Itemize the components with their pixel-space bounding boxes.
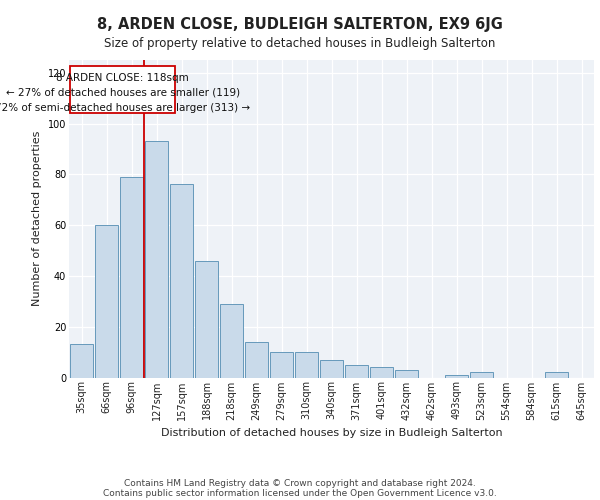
Y-axis label: Number of detached properties: Number of detached properties <box>32 131 42 306</box>
FancyBboxPatch shape <box>70 66 175 114</box>
Bar <box>470 372 493 378</box>
Bar <box>320 360 343 378</box>
Bar <box>345 365 368 378</box>
Bar <box>545 372 568 378</box>
Bar <box>270 352 293 378</box>
Text: 8, ARDEN CLOSE, BUDLEIGH SALTERTON, EX9 6JG: 8, ARDEN CLOSE, BUDLEIGH SALTERTON, EX9 … <box>97 18 503 32</box>
Bar <box>170 184 193 378</box>
Bar <box>70 344 93 378</box>
Text: Contains public sector information licensed under the Open Government Licence v3: Contains public sector information licen… <box>103 488 497 498</box>
Text: Contains HM Land Registry data © Crown copyright and database right 2024.: Contains HM Land Registry data © Crown c… <box>124 478 476 488</box>
Bar <box>120 177 143 378</box>
Text: ← 27% of detached houses are smaller (119): ← 27% of detached houses are smaller (11… <box>5 88 240 98</box>
Bar <box>145 142 168 378</box>
Bar <box>195 260 218 378</box>
Bar <box>245 342 268 378</box>
X-axis label: Distribution of detached houses by size in Budleigh Salterton: Distribution of detached houses by size … <box>161 428 502 438</box>
Bar <box>95 225 118 378</box>
Text: 72% of semi-detached houses are larger (313) →: 72% of semi-detached houses are larger (… <box>0 103 250 113</box>
Bar <box>370 368 393 378</box>
Text: Size of property relative to detached houses in Budleigh Salterton: Size of property relative to detached ho… <box>104 38 496 51</box>
Bar <box>445 375 468 378</box>
Text: 8 ARDEN CLOSE: 118sqm: 8 ARDEN CLOSE: 118sqm <box>56 72 189 83</box>
Bar <box>395 370 418 378</box>
Bar <box>295 352 318 378</box>
Bar <box>220 304 243 378</box>
